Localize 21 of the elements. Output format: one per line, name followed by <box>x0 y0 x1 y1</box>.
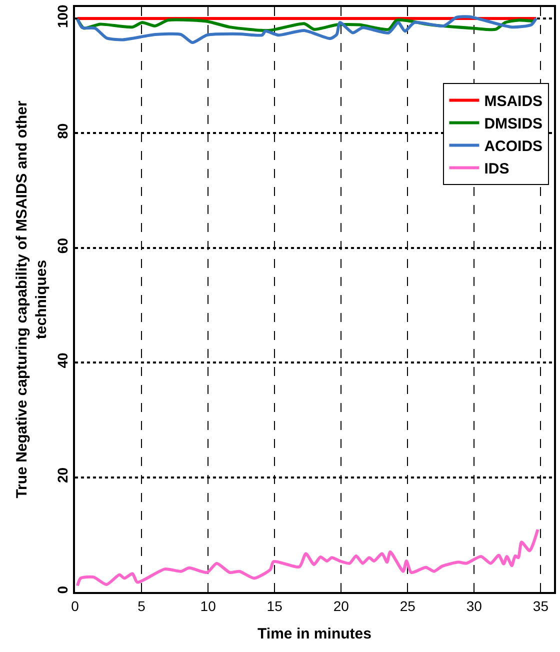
x-tick-label: 5 <box>138 598 146 614</box>
line-series <box>76 528 540 588</box>
y-tick-label: 20 <box>54 467 70 483</box>
legend-label: MSAIDS <box>484 93 543 110</box>
y-axis-title: True Negative capturing capability of MSAIDS and other techniques <box>14 100 50 498</box>
x-axis-title: Time in minutes <box>258 625 372 642</box>
x-tick-label: 15 <box>266 598 283 614</box>
legend-label: DMSIDS <box>484 116 543 133</box>
x-tick-label: 25 <box>400 598 416 614</box>
x-tick-label: 10 <box>200 598 216 614</box>
y-tick-label: 80 <box>54 123 70 139</box>
y-tick-label: 0 <box>54 586 70 594</box>
y-tick-label: 40 <box>54 352 70 368</box>
x-tick-label: 30 <box>466 598 482 614</box>
y-tick-label: 60 <box>54 238 70 254</box>
legend-label: ACOIDS <box>484 138 543 156</box>
x-tick-label: 35 <box>532 598 549 614</box>
legend-label: IDS <box>484 160 510 178</box>
y-tick-label: 100 <box>54 4 70 28</box>
x-tick-label: 20 <box>333 598 350 614</box>
line-series <box>76 15 538 44</box>
